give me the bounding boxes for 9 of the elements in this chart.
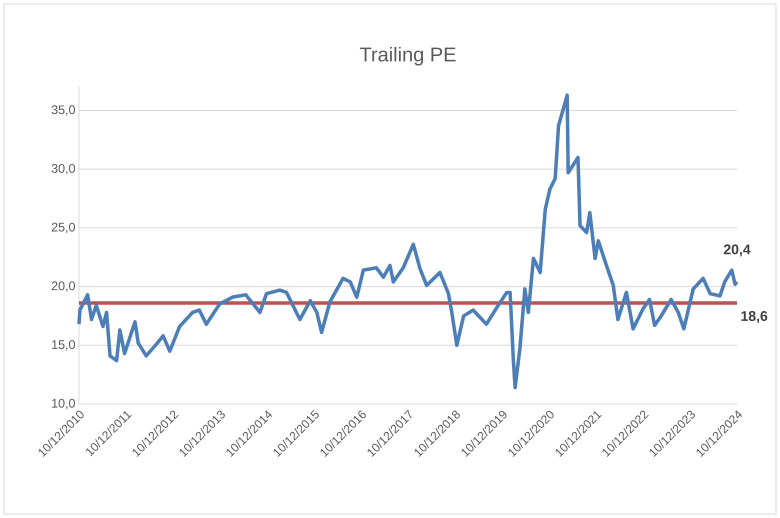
y-tick-label: 15,0 [52,340,75,350]
y-tick-label: 25,0 [52,222,75,234]
y-tick-label: 35,0 [52,105,75,116]
ref-line-label: 18,6 [741,311,768,324]
y-tick-label: 20,0 [52,281,75,292]
chart-title: Trailing PE [360,46,456,66]
y-tick-label: 10,0 [52,398,75,410]
annotation: 20,4 [724,244,751,256]
y-tick-label: 30,0 [52,164,75,174]
